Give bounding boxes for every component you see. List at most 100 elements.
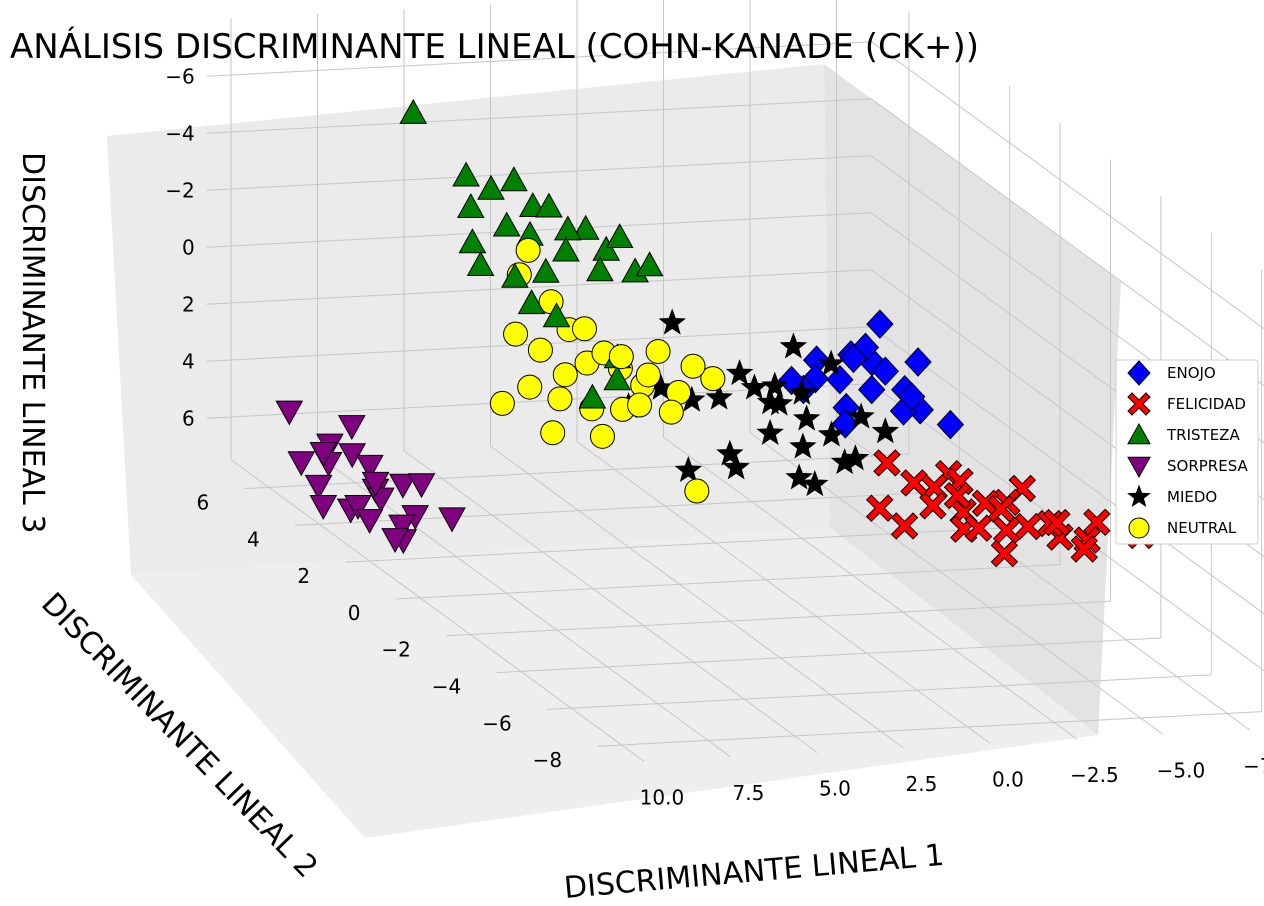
- grid-line: [490, 445, 905, 749]
- data-point-miedo: [841, 444, 870, 471]
- legend-marker-felicidad: [1127, 392, 1151, 416]
- data-point-miedo: [785, 463, 813, 490]
- legend: ENOJO FELICIDAD TRISTEZA SORPRESA MIEDO NEUTR…: [1115, 359, 1259, 545]
- data-point-felicidad: [890, 512, 919, 540]
- data-point-neutral: [515, 237, 541, 263]
- grid-line: [206, 98, 872, 134]
- z-tick-label: −4: [165, 121, 194, 145]
- legend-marker-sorpresa: [1127, 456, 1151, 479]
- data-point-neutral: [503, 321, 529, 347]
- data-point-neutral: [680, 353, 706, 379]
- data-point-tristeza: [635, 251, 664, 277]
- data-point-neutral: [589, 423, 615, 449]
- data-point-felicidad: [943, 481, 972, 510]
- data-point-miedo: [725, 359, 754, 386]
- data-point-miedo: [761, 371, 789, 398]
- z-tick-label: −6: [165, 64, 194, 88]
- data-point-tristeza: [603, 365, 632, 391]
- back-left-pane: [107, 64, 830, 575]
- legend-marker-miedo: [1127, 484, 1151, 508]
- y-tick-label: −2: [381, 638, 410, 662]
- x-tick-label: −2.5: [1070, 763, 1119, 787]
- data-point-tristeza: [456, 193, 485, 218]
- data-point-miedo: [716, 439, 744, 466]
- data-point-miedo: [779, 332, 808, 359]
- data-point-sorpresa: [355, 509, 384, 534]
- grid-line: [403, 450, 818, 753]
- data-point-enojo: [866, 309, 894, 339]
- data-point-neutral: [635, 362, 661, 388]
- z-axis-label: DISCRIMINANTE LINEAL 3: [15, 152, 50, 533]
- data-point-miedo: [871, 417, 900, 444]
- data-point-felicidad: [919, 492, 947, 520]
- data-point-neutral: [627, 392, 653, 418]
- grid-line: [206, 155, 872, 191]
- data-point-sorpresa: [407, 473, 436, 499]
- data-point-miedo: [817, 420, 846, 447]
- x-tick-label: 0.0: [992, 767, 1024, 791]
- data-point-sorpresa: [361, 471, 390, 497]
- data-point-sorpresa: [287, 451, 316, 477]
- data-point-enojo: [936, 409, 965, 440]
- data-point-felicidad: [990, 539, 1019, 568]
- y-tick-label: 6: [197, 491, 210, 515]
- data-point-neutral: [658, 399, 684, 425]
- legend-label: MIEDO: [1167, 488, 1217, 506]
- data-point-felicidad: [1043, 508, 1071, 537]
- data-point-miedo: [817, 349, 845, 376]
- data-point-sorpresa: [344, 495, 372, 520]
- data-point-enojo: [858, 374, 886, 405]
- x-tick-label: 2.5: [906, 772, 938, 796]
- grid-line: [395, 563, 1061, 600]
- data-point-miedo: [722, 453, 750, 480]
- z-tick-label: 4: [182, 349, 195, 373]
- data-point-tristeza: [553, 215, 582, 241]
- grid-line: [663, 436, 1078, 740]
- data-point-sorpresa: [304, 474, 333, 500]
- x-tick-label: 5.0: [819, 776, 851, 800]
- grid-line: [597, 711, 1262, 747]
- data-point-enojo: [898, 382, 926, 412]
- grid-line: [446, 600, 1111, 637]
- grid-line: [206, 212, 872, 248]
- legend-box: [1115, 359, 1259, 545]
- y-tick-label: −4: [432, 675, 461, 699]
- y-tick-label: 4: [247, 527, 260, 551]
- x-tick-label: 7.5: [733, 781, 765, 805]
- grid-line: [317, 454, 732, 758]
- data-point-enojo: [826, 364, 854, 395]
- data-point-sorpresa: [337, 415, 366, 441]
- data-point-tristeza: [535, 192, 563, 218]
- data-point-sorpresa: [438, 507, 466, 533]
- data-point-tristeza: [531, 257, 560, 283]
- data-point-tristeza: [477, 174, 505, 200]
- data-point-tristeza: [452, 161, 480, 187]
- data-point-felicidad: [900, 469, 928, 497]
- data-point-neutral: [700, 366, 726, 392]
- data-point-miedo: [756, 418, 784, 445]
- legend-marker-neutral: [1128, 517, 1150, 539]
- data-point-enojo: [777, 365, 806, 396]
- z-tick-label: 0: [182, 235, 195, 259]
- legend-marker-enojo: [1127, 360, 1151, 386]
- data-point-sorpresa: [275, 400, 304, 426]
- data-point-neutral: [540, 420, 566, 446]
- legend-label: TRISTEZA: [1166, 426, 1240, 444]
- data-point-miedo: [789, 432, 817, 459]
- data-point-sorpresa: [309, 495, 338, 520]
- y-tick-label: 2: [297, 564, 310, 588]
- data-point-neutral: [489, 390, 515, 416]
- data-point-tristeza: [458, 228, 487, 254]
- data-point-enojo: [839, 343, 868, 374]
- legend-label: SORPRESA: [1167, 457, 1248, 475]
- data-point-miedo: [788, 378, 816, 405]
- legend-label: ENOJO: [1167, 364, 1216, 382]
- grid-line: [206, 41, 872, 77]
- data-point-tristeza: [492, 211, 521, 237]
- chart-title: ANÁLISIS DISCRIMINANTE LINEAL (COHN-KANA…: [10, 26, 979, 67]
- legend-marker-tristeza: [1127, 422, 1151, 445]
- x-axis-label: DISCRIMINANTE LINEAL 1: [563, 838, 946, 906]
- data-point-neutral: [572, 316, 597, 342]
- data-point-felicidad: [1070, 535, 1099, 563]
- data-point-felicidad: [992, 516, 1021, 545]
